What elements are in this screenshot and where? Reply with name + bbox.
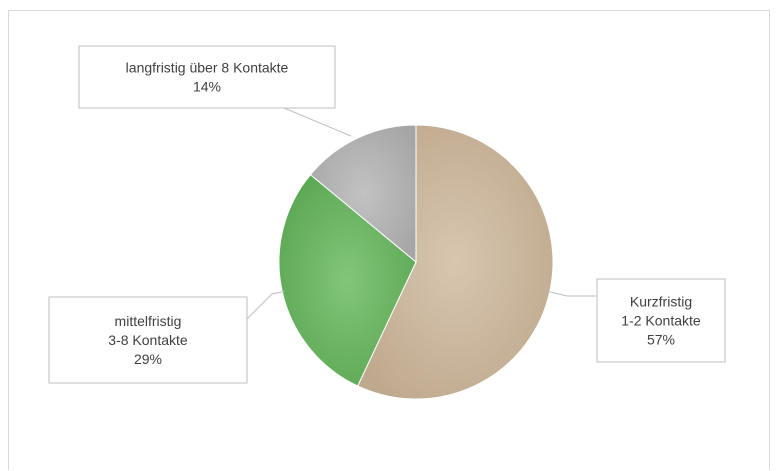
leader-line <box>246 290 285 320</box>
callout-kurzfristig: Kurzfristig 1-2 Kontakte 57% <box>547 278 726 363</box>
callout-box <box>78 45 336 109</box>
leader-line <box>264 107 352 137</box>
slice-langfristig <box>309 124 417 264</box>
data-label-category: langfristig über 8 Kontakte <box>126 60 289 76</box>
data-label-category: 3-8 Kontakte <box>108 332 188 348</box>
callout-langfristig: langfristig über 8 Kontakte 14% <box>78 45 352 137</box>
leader-line <box>547 290 597 297</box>
data-label-percent: 14% <box>193 79 221 95</box>
data-label-percent: 57% <box>647 332 675 348</box>
callout-box <box>48 296 248 384</box>
data-label-category: mittelfristig <box>115 313 182 329</box>
data-label-category: Kurzfristig <box>630 294 692 310</box>
callout-box <box>596 278 726 363</box>
data-label-category: 1-2 Kontakte <box>621 313 701 329</box>
callout-mittelfristig: mittelfristig 3-8 Kontakte 29% <box>48 290 285 384</box>
data-label-percent: 29% <box>134 351 162 367</box>
